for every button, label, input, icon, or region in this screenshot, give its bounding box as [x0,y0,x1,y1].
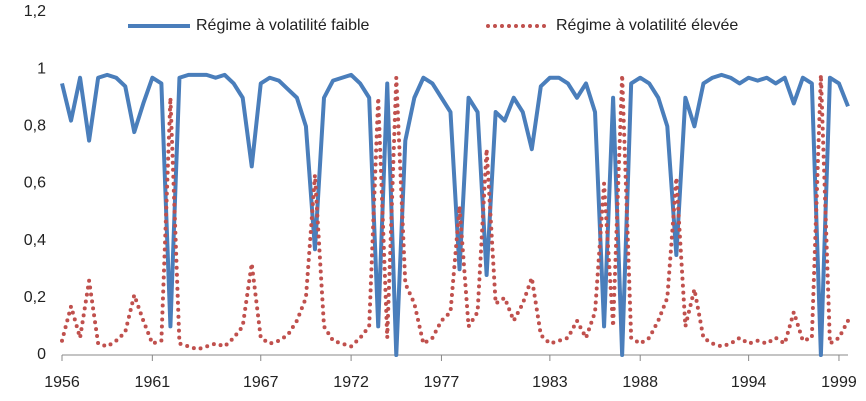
y-tick-label: 0 [37,346,46,363]
series-line [60,72,850,352]
x-tick-label: 1977 [424,374,460,391]
y-tick-label: 0,6 [24,175,46,192]
x-tick-label: 1988 [622,374,658,391]
x-tick-label: 1999 [821,374,857,391]
y-tick-label: 0,8 [24,118,46,135]
x-tick-label: 1983 [532,374,568,391]
legend-label: Régime à volatilité élevée [556,17,738,34]
x-tick-label: 1956 [44,374,80,391]
x-tick-label: 1961 [135,374,171,391]
series-line [60,72,850,357]
y-tick-label: 1 [37,60,46,77]
y-tick-label: 0,4 [24,232,46,249]
x-tick-label: 1972 [333,374,369,391]
legend-label: Régime à volatilité faible [196,17,370,34]
x-tick-label: 1967 [243,374,279,391]
y-tick-label: 0,2 [24,289,46,306]
x-tick-label: 1994 [731,374,767,391]
y-tick-label: 1,2 [24,3,46,20]
